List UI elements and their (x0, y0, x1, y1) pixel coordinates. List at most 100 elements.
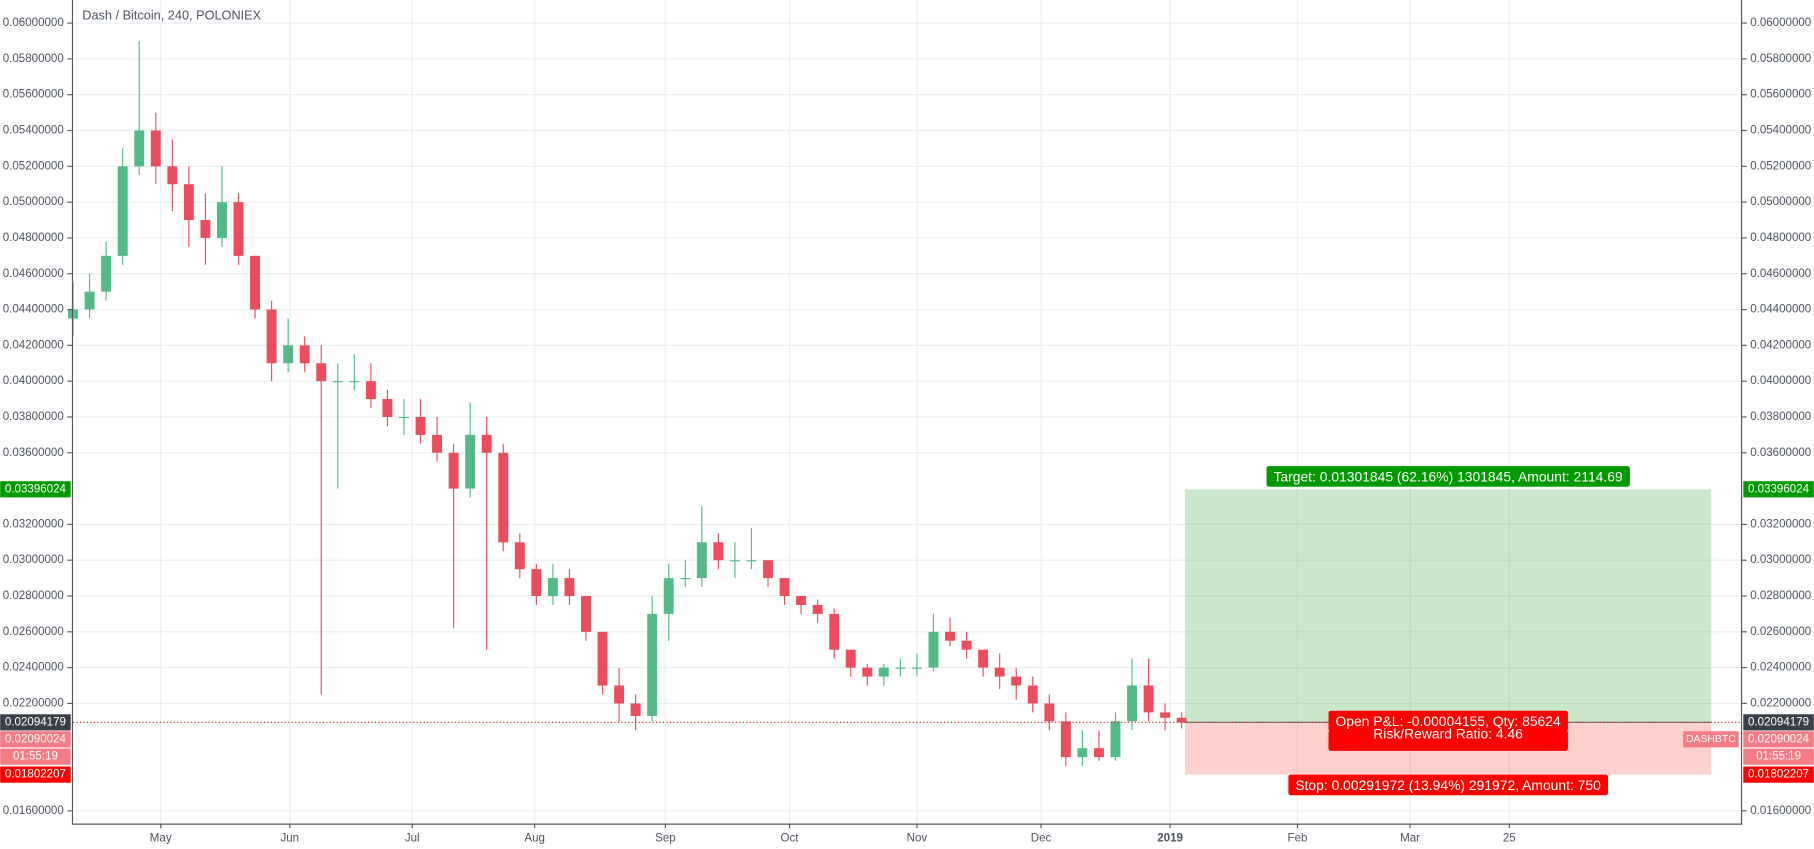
y-tick-label: 0.05400000 (3, 125, 64, 137)
candle-body (448, 452, 459, 489)
candle-body (1127, 685, 1138, 722)
candle-body (117, 166, 128, 256)
candle-body (1044, 703, 1055, 722)
x-tick-label: Dec (1031, 833, 1052, 845)
candle-body (1060, 721, 1071, 758)
position-label: Stop: 0.00291972 (13.94%) 291972, Amount… (1295, 777, 1601, 793)
price-tag-label: 0.01802207 (1748, 769, 1809, 781)
symbol-tag (1683, 731, 1739, 748)
y-tick-label: 0.03800000 (3, 411, 64, 423)
candle-body (382, 399, 393, 417)
candle-body (365, 381, 376, 400)
x-tick-label: Oct (781, 833, 800, 845)
candle-body (283, 345, 294, 364)
y-tick-label: 0.03800000 (1750, 411, 1811, 423)
candle-body (928, 631, 939, 668)
y-tick-label: 0.05800000 (1750, 53, 1811, 65)
candle-body (945, 631, 955, 641)
y-tick-label: 0.02200000 (1750, 697, 1811, 709)
price-tag (1743, 766, 1814, 783)
y-tick-label: 0.02600000 (3, 626, 64, 638)
candle-body (432, 434, 443, 453)
y-tick-label: 0.04000000 (1750, 375, 1811, 387)
candle-body (1077, 748, 1088, 758)
y-tick-label: 0.05000000 (3, 196, 64, 208)
candle-body (101, 255, 112, 292)
price-tag (0, 481, 71, 498)
price-tag (0, 714, 71, 731)
position-label: Open P&L: -0.00004155, Qty: 85624 (1335, 713, 1561, 729)
candle-body (531, 569, 542, 597)
candle-body (581, 596, 591, 632)
y-tick-label: 0.05000000 (1750, 196, 1811, 208)
candle-body (779, 578, 790, 597)
candle-body (299, 345, 310, 364)
x-tick-label: Jul (405, 833, 420, 845)
candle-body (647, 613, 658, 716)
position-label: Risk/Reward Ratio: 4.46 (1373, 726, 1523, 742)
candle-body (729, 560, 740, 562)
y-tick-label: 0.03600000 (3, 447, 64, 459)
candle-body (481, 434, 492, 453)
y-tick-label: 0.04400000 (3, 304, 64, 316)
candle-body (1160, 712, 1171, 718)
candle-body (216, 202, 227, 238)
x-tick-label: 25 (1503, 833, 1516, 845)
candle-body (696, 542, 707, 579)
candle-body (332, 381, 343, 383)
candle-body (829, 613, 840, 650)
y-tick-label: 0.03200000 (1750, 518, 1811, 530)
y-tick-label: 0.02800000 (3, 590, 64, 602)
candle-body (878, 667, 889, 677)
price-tag-label: 01:55:19 (1756, 751, 1801, 763)
y-tick-label: 0.05400000 (1750, 125, 1811, 137)
y-tick-label: 0.06000000 (1750, 17, 1811, 29)
grid (73, 0, 1741, 824)
y-tick-label: 0.03000000 (3, 554, 64, 566)
candle-body (978, 649, 989, 668)
candle-body (399, 416, 409, 419)
x-tick-label: Aug (524, 833, 545, 845)
y-tick-label: 0.04200000 (3, 339, 64, 351)
candle-body (713, 542, 724, 561)
candle-body (812, 604, 823, 614)
candle-body (1110, 721, 1121, 758)
price-tag (1743, 731, 1814, 748)
y-tick-label: 0.04600000 (3, 268, 64, 280)
candle-body (961, 640, 972, 650)
candle-body (994, 667, 1005, 677)
y-tick-label: 0.04800000 (1750, 232, 1811, 244)
price-tag (0, 731, 71, 748)
candle-body (349, 381, 360, 383)
price-tag (0, 748, 71, 765)
price-tag (1743, 714, 1814, 731)
candle-body (663, 578, 674, 614)
position-label-box (1266, 466, 1630, 487)
target-zone (1184, 489, 1712, 723)
y-tick-label: 0.02200000 (3, 697, 64, 709)
candle-body (862, 667, 873, 677)
candle-body (266, 309, 277, 364)
x-tick-label: 2019 (1157, 833, 1183, 845)
candle-body (680, 578, 691, 580)
price-tag-label: 0.01802207 (5, 769, 66, 781)
position-label: Target: 0.01301845 (62.16%) 1301845, Amo… (1273, 468, 1622, 484)
candle-body (845, 649, 856, 668)
position-label-box (1328, 730, 1568, 751)
candle-body (316, 363, 327, 382)
candle-body (200, 220, 211, 238)
price-tag (1743, 481, 1814, 498)
y-tick-label: 0.02600000 (1750, 626, 1811, 638)
y-tick-label: 0.05800000 (3, 53, 64, 65)
y-tick-label: 0.04600000 (1750, 268, 1811, 280)
candle-body (250, 255, 261, 310)
y-tick-label: 0.04800000 (3, 232, 64, 244)
position-label-box (1328, 710, 1568, 732)
candle-body (167, 166, 178, 185)
candle-body (547, 578, 558, 597)
candle-body (763, 560, 773, 579)
candle-body (498, 452, 509, 543)
candle-body (1093, 748, 1104, 758)
